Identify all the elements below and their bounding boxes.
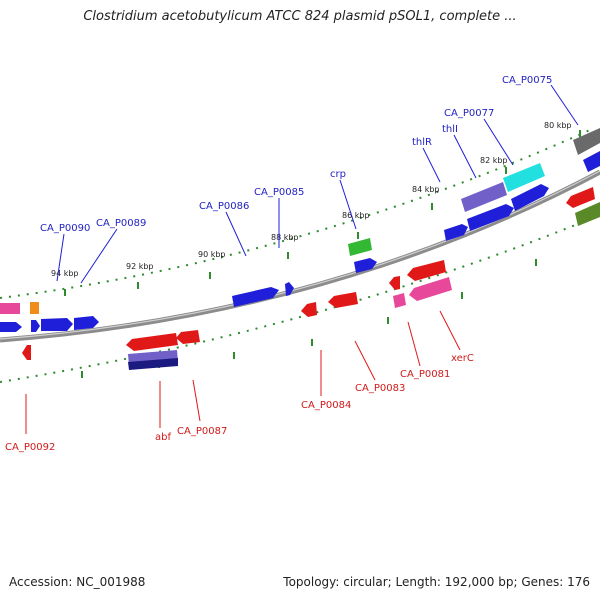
gene-label-ca-p0075[interactable]: CA_P0075 — [502, 75, 552, 86]
outer-major-ticks — [64, 130, 581, 296]
kbp-label: 82 kbp — [480, 156, 508, 165]
gene-arrow[interactable] — [407, 260, 446, 281]
kbp-label: 88 kbp — [271, 233, 299, 242]
gene-label-ca-p0086[interactable]: CA_P0086 — [199, 201, 249, 212]
gene-block[interactable] — [30, 302, 39, 314]
gene-arrow[interactable] — [41, 318, 73, 331]
kbp-label: 90 kbp — [198, 250, 226, 259]
kbp-label: 80 kbp — [544, 121, 572, 130]
gene-label-ca-p0090[interactable]: CA_P0090 — [40, 223, 90, 234]
gene-arrow[interactable] — [503, 163, 545, 192]
gene-arrow[interactable] — [389, 276, 400, 290]
plasmid-backbone — [0, 169, 600, 343]
gene-arrow[interactable] — [573, 128, 600, 155]
gene-arrow[interactable] — [232, 287, 279, 307]
kbp-label: 84 kbp — [412, 185, 440, 194]
gene-label-thli[interactable]: thlI — [442, 124, 458, 135]
gene-arrow[interactable] — [393, 293, 406, 308]
accession-text: Accession: NC_001988 — [9, 575, 146, 589]
reverse-genes — [22, 187, 600, 370]
gene-arrow[interactable] — [575, 202, 600, 226]
gene-arrow[interactable] — [128, 358, 178, 370]
gene-arrow[interactable] — [301, 302, 317, 317]
gene-arrow[interactable] — [444, 224, 468, 241]
gene-arrow[interactable] — [583, 151, 600, 172]
forward-genes — [0, 128, 600, 332]
gene-label-ca-p0092[interactable]: CA_P0092 — [5, 442, 55, 453]
gene-arrow[interactable] — [74, 316, 99, 330]
gene-arrow[interactable] — [31, 320, 40, 332]
gene-arrow[interactable] — [0, 303, 20, 314]
gene-label-ca-p0083[interactable]: CA_P0083 — [355, 383, 405, 394]
kbp-label: 94 kbp — [51, 269, 79, 278]
gene-arrow[interactable] — [176, 330, 200, 344]
gene-label-xerc[interactable]: xerC — [451, 353, 474, 364]
gene-label-ca-p0084[interactable]: CA_P0084 — [301, 400, 351, 411]
gene-label-abf[interactable]: abf — [155, 432, 171, 443]
gene-arrow[interactable] — [461, 182, 507, 212]
kbp-label: 92 kbp — [126, 262, 154, 271]
gene-arrow[interactable] — [566, 187, 595, 208]
gene-arrow[interactable] — [467, 204, 514, 231]
inner-tick-ring — [0, 214, 600, 383]
kbp-label: 86 kbp — [342, 211, 370, 220]
forward-leaders — [56, 84, 579, 284]
gene-label-ca-p0087[interactable]: CA_P0087 — [177, 426, 227, 437]
reverse-leaders — [25, 310, 461, 434]
gene-arrow[interactable] — [0, 322, 22, 332]
gene-arrow[interactable] — [22, 345, 31, 360]
gene-arrow[interactable] — [348, 238, 372, 256]
gene-arrow[interactable] — [328, 292, 358, 308]
map-title: Clostridium acetobutylicum ATCC 824 plas… — [83, 9, 517, 24]
gene-arrow[interactable] — [354, 258, 377, 273]
gene-label-ca-p0085[interactable]: CA_P0085 — [254, 187, 304, 198]
gene-label-ca-p0081[interactable]: CA_P0081 — [400, 369, 450, 380]
topology-summary: Topology: circular; Length: 192,000 bp; … — [283, 575, 590, 589]
gene-label-ca-p0089[interactable]: CA_P0089 — [96, 218, 146, 229]
gene-label-ca-p0077[interactable]: CA_P0077 — [444, 108, 494, 119]
gene-arrow[interactable] — [511, 184, 549, 211]
gene-label-crp[interactable]: crp — [330, 169, 346, 180]
gene-label-thlr[interactable]: thlR — [412, 137, 432, 148]
gene-arrow[interactable] — [285, 282, 294, 296]
gene-arrow[interactable] — [409, 277, 452, 301]
gene-arrow[interactable] — [126, 333, 178, 351]
